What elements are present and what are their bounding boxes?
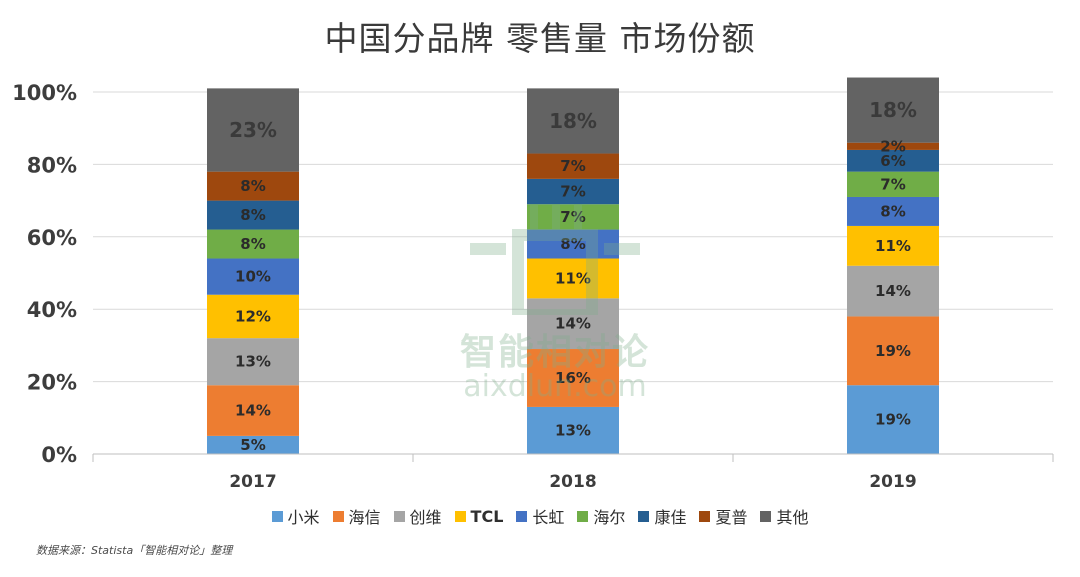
data-label-夏普-2019: 2% (880, 137, 905, 155)
legend-label: 小米 (287, 508, 320, 527)
bar-segment-夏普-2019 (847, 142, 939, 150)
bar-segment-海信-2017 (207, 385, 299, 436)
bar-segment-小米-2017 (207, 435, 299, 454)
bar-segment-康佳-2018 (527, 178, 619, 205)
bar-segment-创维-2019 (847, 265, 939, 317)
data-label-TCL-2017: 12% (235, 307, 271, 325)
legend-label: TCL (470, 506, 504, 526)
data-label-海信-2019: 19% (875, 342, 911, 360)
data-label-长虹-2017: 10% (235, 268, 271, 286)
data-label-海尔-2018: 7% (560, 208, 585, 226)
bar-segment-创维-2017 (207, 338, 299, 386)
bar-segment-康佳-2019 (847, 149, 939, 172)
data-label-康佳-2019: 6% (880, 152, 905, 170)
bar-segment-海信-2019 (847, 316, 939, 386)
bar-segment-海尔-2019 (847, 171, 939, 197)
data-label-海信-2017: 14% (235, 402, 271, 420)
legend-swatch (271, 510, 283, 522)
legend-swatch (393, 510, 405, 522)
legend-swatch (699, 510, 711, 522)
legend-item: 海尔 (577, 504, 625, 528)
data-label-小米-2018: 13% (555, 421, 591, 439)
bar-segment-创维-2018 (527, 298, 619, 350)
legend-item: 其他 (760, 504, 808, 528)
data-label-长虹-2018: 8% (560, 235, 585, 253)
x-tick-label: 2017 (229, 472, 276, 492)
data-label-夏普-2018: 7% (560, 157, 585, 175)
data-label-其他-2017: 23% (229, 118, 277, 142)
y-tick-label: 40% (27, 298, 77, 322)
data-label-康佳-2017: 8% (240, 206, 265, 224)
data-label-创维-2018: 14% (555, 315, 591, 333)
bar-segment-海尔-2018 (527, 204, 619, 230)
legend-label: 康佳 (654, 508, 687, 527)
legend-label: 长虹 (532, 508, 565, 527)
bar-segment-其他-2017 (207, 88, 299, 172)
axes: 0% 20% 40% 60% 80% 100% 2017 2018 2019 (12, 81, 1054, 492)
y-tick-label: 100% (12, 81, 77, 105)
y-tick-label: 60% (27, 226, 77, 250)
legend-swatch (638, 510, 650, 522)
data-label-创维-2017: 13% (235, 353, 271, 371)
bar-segment-长虹-2018 (527, 229, 619, 259)
legend-swatch (760, 510, 772, 522)
data-label-创维-2019: 14% (875, 282, 911, 300)
legend-item: 长虹 (516, 504, 564, 528)
bar-segment-长虹-2017 (207, 258, 299, 295)
bar-segment-夏普-2018 (527, 153, 619, 179)
bar-segment-其他-2019 (847, 77, 939, 143)
y-tick-label: 0% (41, 443, 77, 467)
data-label-海尔-2019: 7% (880, 175, 905, 193)
data-label-TCL-2019: 11% (875, 237, 911, 255)
legend-label: 海信 (348, 508, 381, 527)
chart-title: 中国分品牌 零售量 市场份额 (324, 19, 756, 58)
legend-label: 夏普 (715, 508, 748, 527)
legend-label: 其他 (776, 508, 809, 527)
source-note: 数据来源：Statista「智能相对论」整理 (36, 544, 233, 557)
legend-item: TCL (454, 504, 504, 528)
data-label-小米-2017: 5% (240, 436, 265, 454)
bar-segment-其他-2018 (527, 88, 619, 154)
chart-legend: 小米 海信 创维 TCL 长虹 海尔 康佳 夏普 其他 (0, 504, 1080, 528)
legend-item: 夏普 (699, 504, 747, 528)
legend-item: 小米 (271, 504, 320, 528)
legend-swatch (454, 510, 466, 522)
data-label-其他-2019: 18% (869, 98, 917, 122)
legend-item: 海信 (332, 504, 381, 528)
data-label-康佳-2018: 7% (560, 183, 585, 201)
y-tick-label: 20% (27, 371, 77, 395)
data-label-长虹-2019: 8% (880, 202, 905, 220)
bar-segment-长虹-2019 (847, 196, 939, 226)
legend-item: 创维 (393, 504, 442, 528)
data-label-海信-2018: 16% (555, 369, 591, 387)
bar-segment-夏普-2017 (207, 171, 299, 201)
data-label-TCL-2018: 11% (555, 269, 591, 287)
bars (207, 77, 939, 454)
legend-label: 海尔 (593, 508, 626, 527)
bar-segment-小米-2019 (847, 385, 939, 454)
data-label-其他-2018: 18% (549, 109, 597, 133)
bar-segment-海尔-2017 (207, 229, 299, 259)
data-labels: 5% 14% 13% 12% 10% 8% 8% 8% 23% 13% 16% 14% 11% 8% 7% 7… (229, 98, 917, 454)
data-label-海尔-2017: 8% (240, 235, 265, 253)
bar-segment-康佳-2017 (207, 200, 299, 230)
data-label-小米-2019: 19% (875, 411, 911, 429)
legend-label: 创维 (409, 508, 442, 527)
legend-swatch (516, 510, 528, 522)
legend-swatch (332, 510, 344, 522)
y-tick-label: 80% (27, 153, 77, 177)
bar-segment-TCL-2018 (527, 258, 619, 299)
x-tick-label: 2018 (549, 472, 596, 492)
x-tick-label: 2019 (869, 472, 916, 492)
legend-item: 康佳 (638, 504, 686, 528)
bar-segment-TCL-2019 (847, 225, 939, 266)
legend-swatch (577, 510, 589, 522)
data-label-夏普-2017: 8% (240, 177, 265, 195)
bar-segment-海信-2018 (527, 349, 619, 407)
bar-segment-TCL-2017 (207, 294, 299, 339)
bar-segment-小米-2018 (527, 406, 619, 454)
